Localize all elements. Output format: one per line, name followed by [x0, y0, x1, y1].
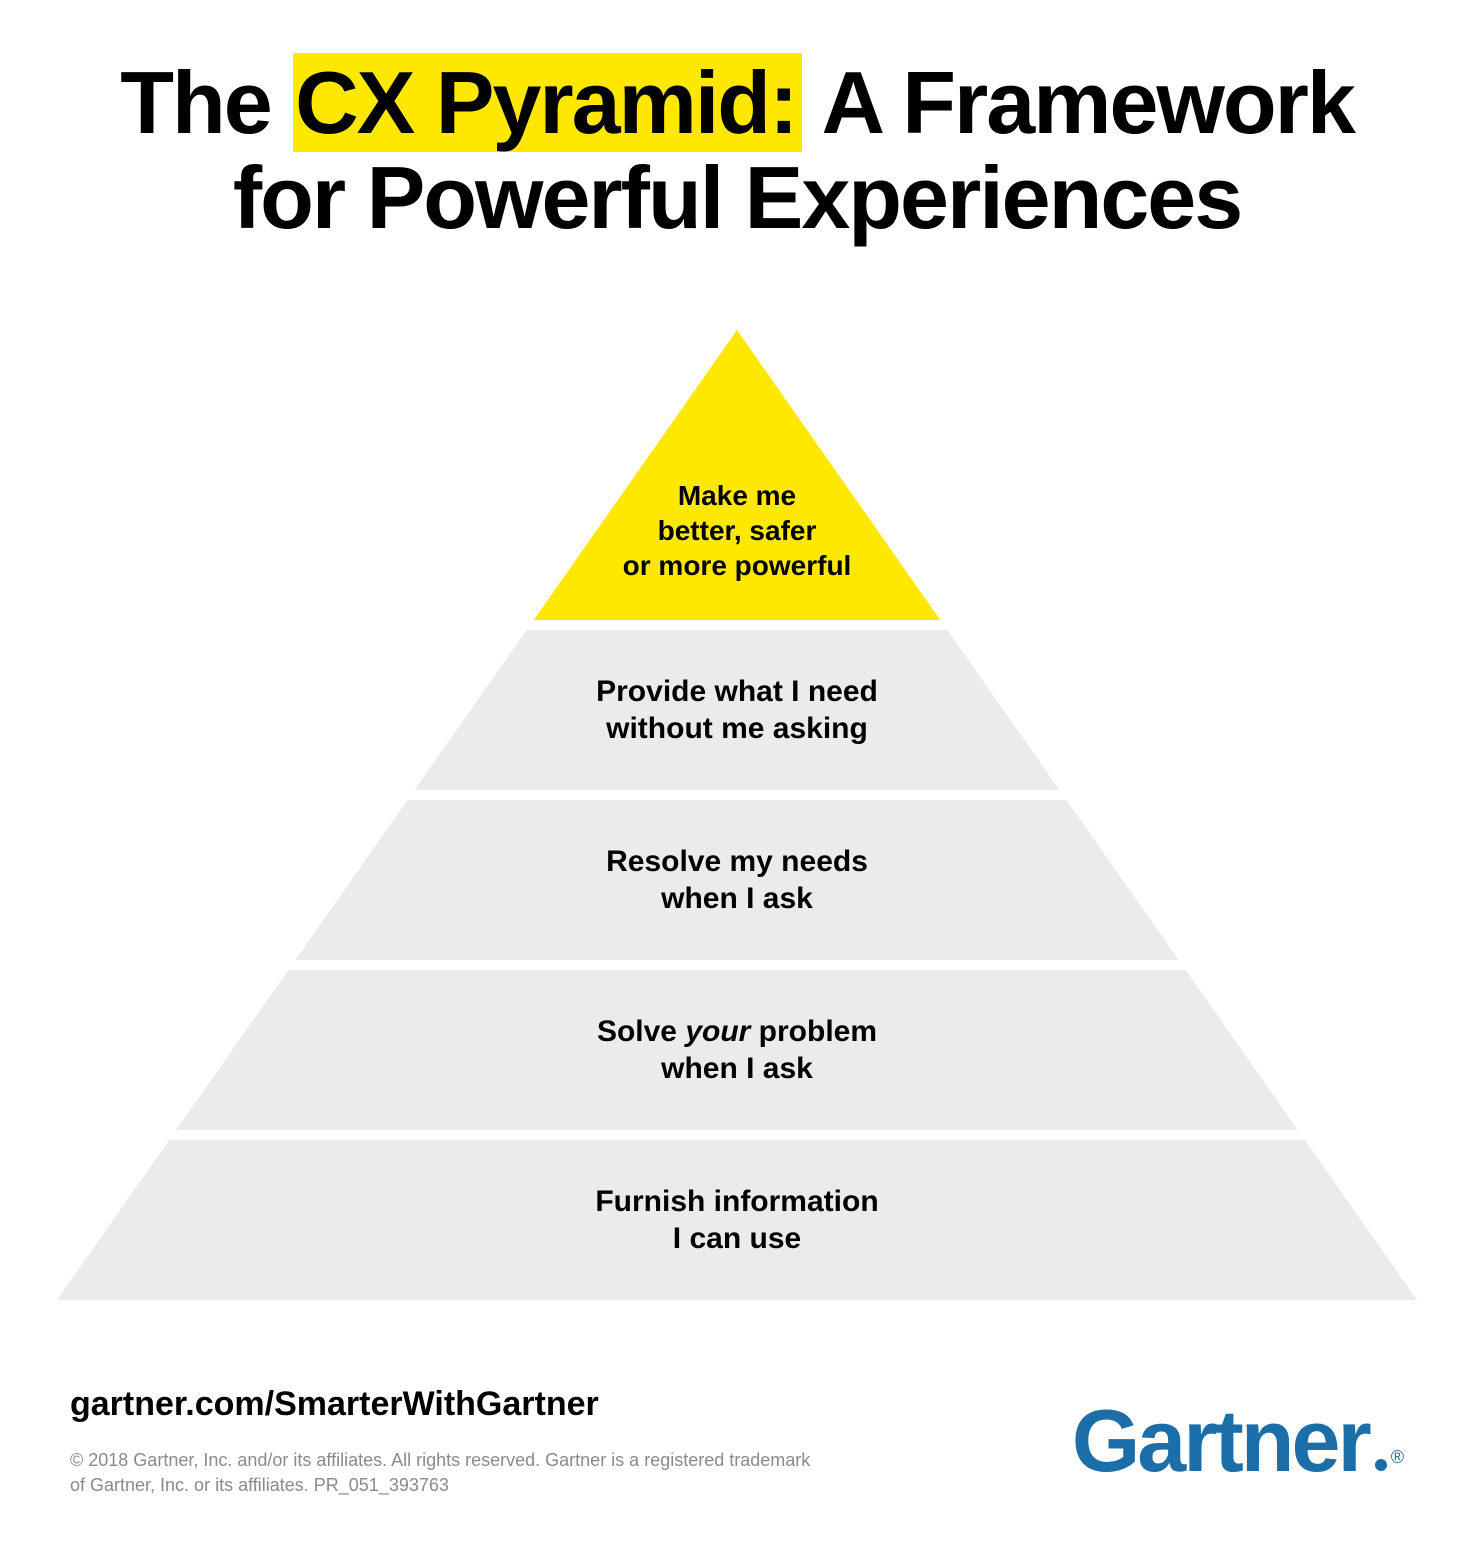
brand-name: Gartner: [1072, 1390, 1369, 1492]
pyramid-label-level-1-base: Furnish informationI can use: [437, 1183, 1037, 1258]
brand-registered-icon: ®: [1391, 1447, 1404, 1468]
cx-pyramid-diagram: Make mebetter, saferor more powerful Prov…: [57, 330, 1417, 1300]
pyramid-svg: [57, 330, 1417, 1300]
pyramid-label-level-2: Solve your problemwhen I ask: [437, 1013, 1037, 1088]
page-title: The CX Pyramid: A Framework for Powerful…: [0, 55, 1474, 245]
pyramid-label-level-5-apex: Make mebetter, saferor more powerful: [437, 478, 1037, 583]
title-highlight: CX Pyramid:: [293, 53, 802, 152]
brand-logo: Gartner ®: [1072, 1390, 1404, 1492]
pyramid-label-level-4: Provide what I needwithout me asking: [437, 673, 1037, 748]
title-prefix: The: [120, 53, 293, 152]
title-rest-line1: A Framework: [802, 53, 1353, 152]
pyramid-label-level-3: Resolve my needswhen I ask: [437, 843, 1037, 918]
footer-copyright: © 2018 Gartner, Inc. and/or its affiliat…: [70, 1448, 830, 1497]
brand-dot-icon: [1375, 1459, 1387, 1471]
title-heading: The CX Pyramid: A Framework for Powerful…: [0, 55, 1474, 245]
title-line2: for Powerful Experiences: [233, 148, 1241, 247]
